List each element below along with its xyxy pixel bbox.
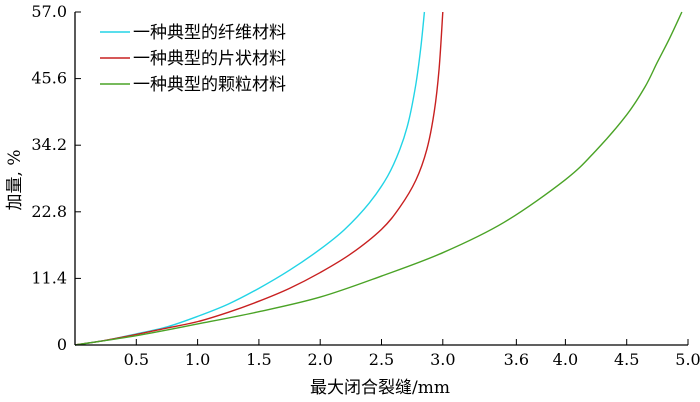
y-tick-label: 0 bbox=[57, 335, 67, 354]
x-tick-label: 0.5 bbox=[124, 350, 149, 369]
x-tick-label: 5.0 bbox=[675, 350, 700, 369]
series-line-1 bbox=[74, 11, 426, 346]
x-tick-label: 2.5 bbox=[369, 350, 394, 369]
x-tick-label: 1.0 bbox=[185, 350, 210, 369]
x-tick-label: 1.5 bbox=[246, 350, 271, 369]
tick-marks bbox=[75, 11, 689, 346]
series-line-3 bbox=[74, 11, 683, 346]
x-tick-label: 3.6 bbox=[504, 350, 529, 369]
legend-label-3: 一种典型的颗粒材料 bbox=[133, 75, 286, 95]
x-tick-label: 4.0 bbox=[553, 350, 578, 369]
y-tick-label: 45.6 bbox=[31, 69, 67, 88]
y-tick-label: 11.4 bbox=[31, 268, 67, 287]
series-layer bbox=[74, 11, 683, 346]
x-tick-label: 4.5 bbox=[614, 350, 639, 369]
series-line-2 bbox=[74, 11, 444, 346]
y-axis-title: 加量, % bbox=[5, 150, 25, 211]
x-tick-label: 2.0 bbox=[307, 350, 332, 369]
y-tick-label: 57.0 bbox=[31, 2, 67, 21]
legend-label-1: 一种典型的纤维材料 bbox=[133, 23, 286, 43]
tick-labels: 0.5 1.0 1.5 2.0 2.5 3.0 3.6 4.0 4.5 5.0 0 11.4 22.8 3… bbox=[31, 2, 700, 369]
y-tick-label: 22.8 bbox=[31, 202, 67, 221]
y-tick-label: 34.2 bbox=[31, 135, 67, 154]
legend-label-2: 一种典型的片状材料 bbox=[133, 49, 286, 69]
x-axis-title: 最大闭合裂缝/mm bbox=[310, 378, 450, 398]
x-tick-label: 3.0 bbox=[430, 350, 455, 369]
